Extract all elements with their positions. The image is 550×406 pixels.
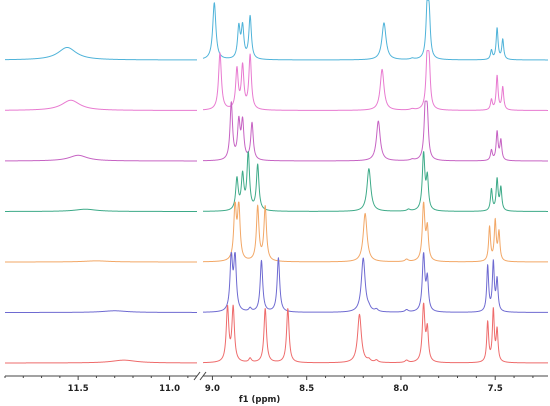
axis-break-marker [193,371,207,381]
spectrum-trace-4-left [4,208,198,212]
spectrum-trace-3-left [4,154,198,162]
spectrum-trace-2-left [4,99,198,111]
spectrum-trace-7-right [202,302,549,364]
spectrum-trace-7 [4,302,549,364]
spectrum-trace-4 [4,151,549,212]
x-axis-title: f1 (ppm) [239,395,280,405]
spectrum-trace-6-right [202,252,549,313]
spectrum-trace-5-left [4,260,198,263]
spectrum-trace-6-left [4,310,198,313]
x-tick-label: 11.5 [68,384,89,394]
axis-break-slash-1 [193,371,201,381]
x-tick-label: 8.5 [299,384,314,394]
spectrum-trace-7-left [4,359,198,364]
x-tick-label: 8.0 [393,384,408,394]
spectrum-trace-3-right [202,100,549,162]
x-axis-ticks: 11.5 11.0 9.0 8.5 8.0 7.5 [4,376,534,394]
spectrum-trace-1-right [202,0,549,61]
spectrum-trace-4-right [202,151,549,212]
spectrum-trace-5 [4,201,549,263]
spectrum-trace-1 [4,0,549,61]
x-tick-label: 9.0 [205,384,220,394]
spectra-group [4,0,549,364]
axis-break-slash-2 [199,371,207,381]
spectrum-trace-5-right [202,201,549,263]
spectrum-trace-3 [4,100,549,162]
spectrum-trace-1-left [4,46,198,61]
x-tick-label: 11.0 [159,384,180,394]
spectrum-trace-2-right [202,50,549,111]
x-tick-label: 7.5 [488,384,503,394]
spectrum-trace-2 [4,50,549,111]
x-axis: 11.5 11.0 9.0 8.5 8.0 7.5 [4,371,548,394]
spectrum-trace-6 [4,252,549,313]
